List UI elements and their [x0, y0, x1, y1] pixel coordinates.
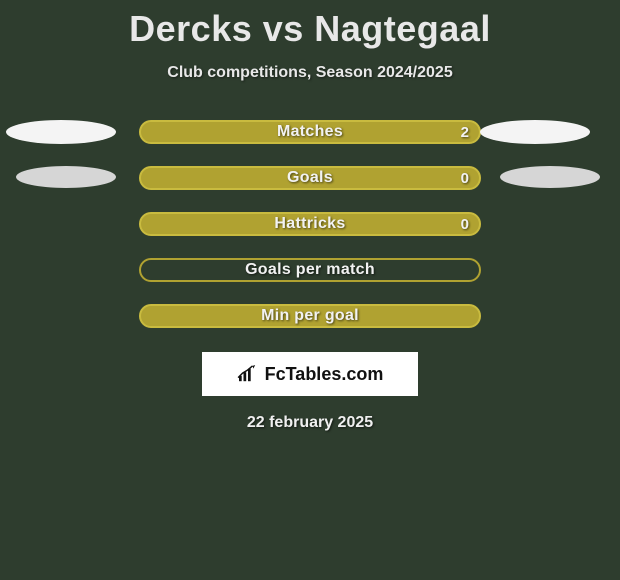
stat-label: Goals: [287, 169, 333, 187]
stat-row: Min per goal: [0, 304, 620, 328]
stat-value: 0: [461, 216, 469, 233]
stat-label: Hattricks: [274, 215, 345, 233]
stat-row: Hattricks 0: [0, 212, 620, 236]
stat-bar: Min per goal: [139, 304, 481, 328]
stat-row: Goals 0: [0, 166, 620, 190]
chart-icon: [237, 365, 259, 383]
stat-bar: Matches 2: [139, 120, 481, 144]
stats-container: Matches 2 Goals 0 Hattricks 0 Goals per match M…: [0, 120, 620, 328]
stat-bar: Goals 0: [139, 166, 481, 190]
stat-label: Matches: [277, 123, 343, 141]
page-title: Dercks vs Nagtegaal: [0, 0, 620, 50]
ellipse-right: [480, 120, 590, 144]
stat-label: Goals per match: [245, 261, 375, 279]
stat-bar: Goals per match: [139, 258, 481, 282]
subtitle: Club competitions, Season 2024/2025: [0, 64, 620, 82]
stat-value: 0: [461, 170, 469, 187]
stat-row: Matches 2: [0, 120, 620, 144]
ellipse-right: [500, 166, 600, 188]
date-label: 22 february 2025: [0, 414, 620, 432]
ellipse-left: [6, 120, 116, 144]
stat-label: Min per goal: [261, 307, 359, 325]
ellipse-left: [16, 166, 116, 188]
site-logo: FcTables.com: [202, 352, 418, 396]
logo-text: FcTables.com: [265, 364, 384, 385]
stat-bar: Hattricks 0: [139, 212, 481, 236]
stat-row: Goals per match: [0, 258, 620, 282]
stat-value: 2: [461, 124, 469, 141]
